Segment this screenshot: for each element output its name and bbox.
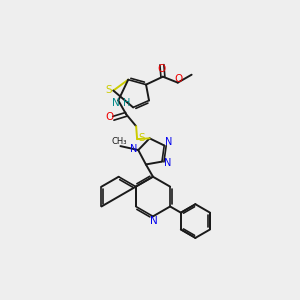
- Text: S: S: [139, 133, 146, 143]
- Text: O: O: [175, 74, 183, 84]
- Text: N: N: [112, 98, 120, 108]
- Text: N: N: [150, 216, 158, 226]
- Text: S: S: [105, 85, 112, 94]
- Text: N: N: [164, 158, 172, 168]
- Text: N: N: [130, 144, 137, 154]
- Text: H: H: [122, 98, 130, 108]
- Text: O: O: [105, 112, 113, 122]
- Text: CH₃: CH₃: [112, 136, 127, 146]
- Text: O: O: [158, 64, 166, 74]
- Text: N: N: [166, 137, 173, 148]
